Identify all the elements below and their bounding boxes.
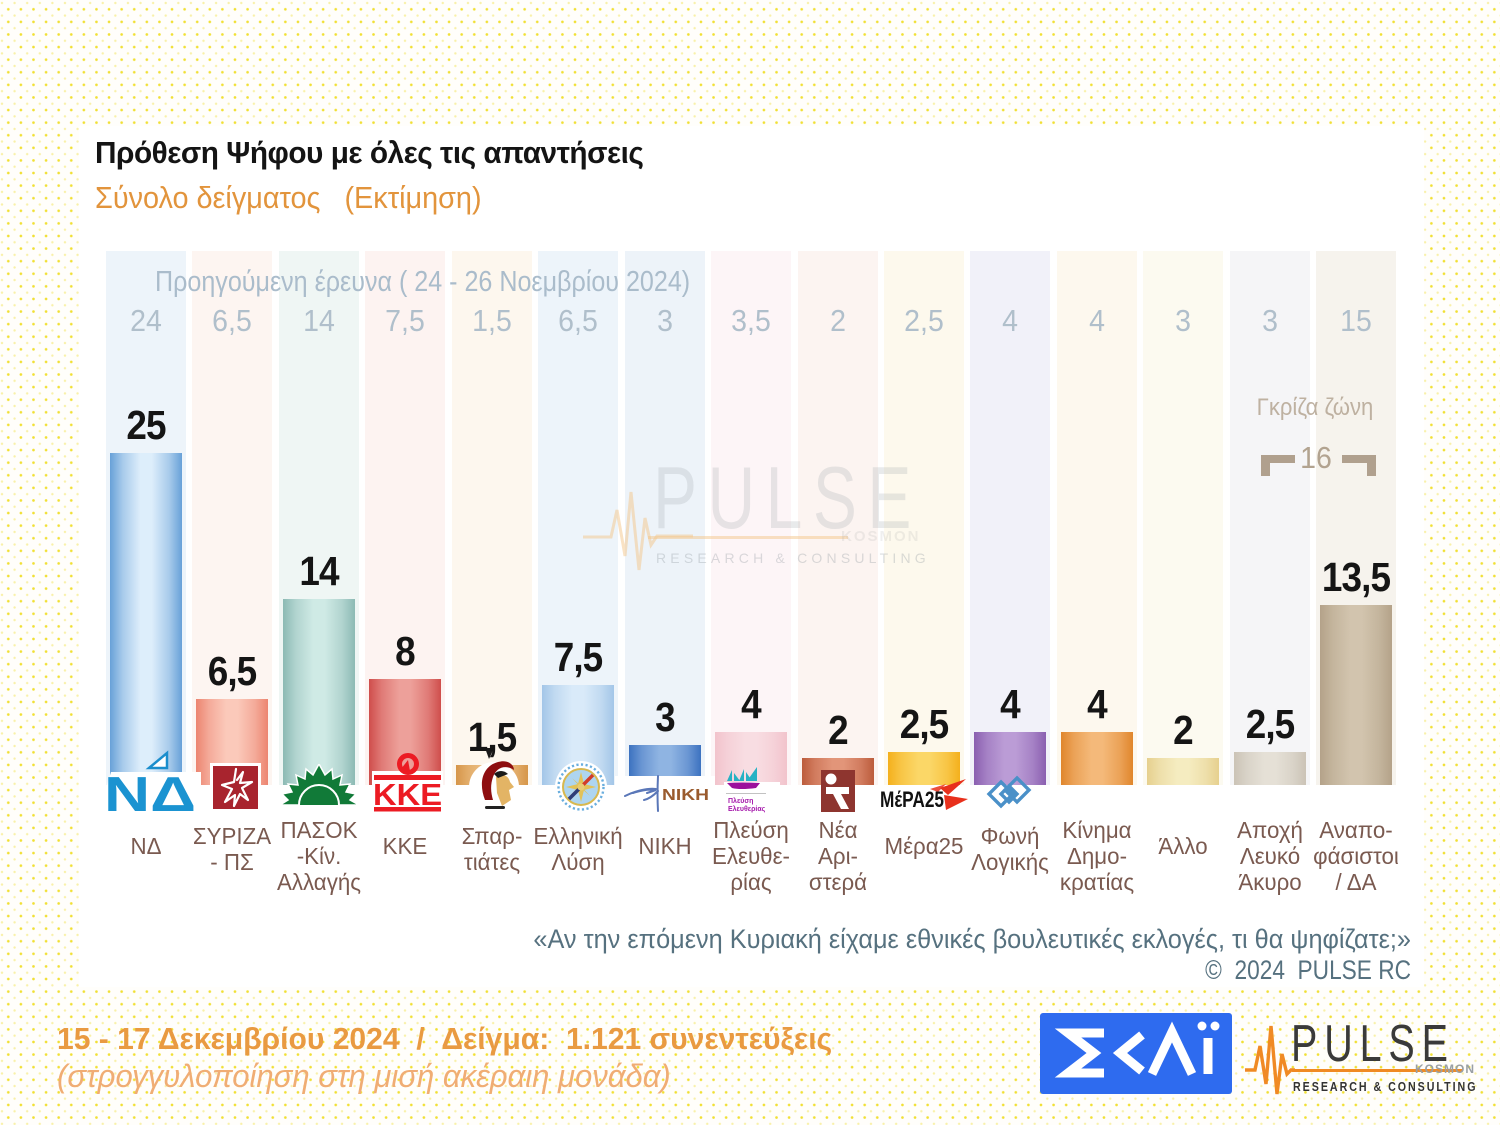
- svg-text:ΝΙΚΗ: ΝΙΚΗ: [662, 787, 709, 804]
- svg-text:KKE: KKE: [373, 777, 442, 812]
- svg-text:ΜέΡΑ25: ΜέΡΑ25: [880, 787, 944, 812]
- svg-text:ΝΔ: ΝΔ: [104, 768, 196, 814]
- svg-text:Πλεύση: Πλεύση: [728, 797, 753, 805]
- svg-text:Ελευθερίας: Ελευθερίας: [728, 805, 766, 813]
